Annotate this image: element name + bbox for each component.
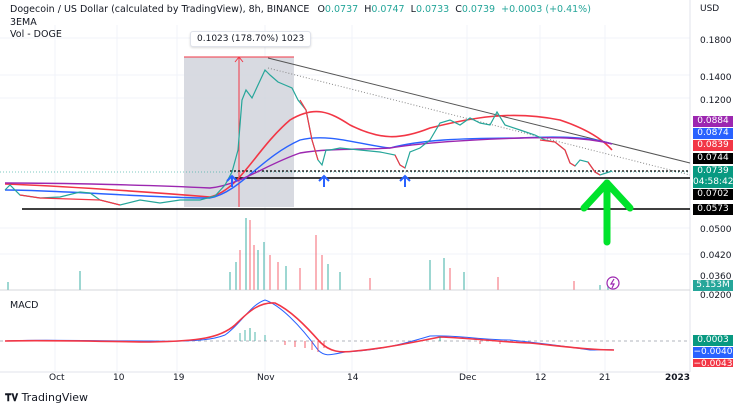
indicator-volume-legend[interactable]: Vol - DOGE: [10, 29, 62, 40]
time-tick: 10: [113, 373, 125, 383]
close-label: C: [455, 4, 462, 15]
price-tick: 0.0360: [700, 272, 732, 282]
time-tick: 12: [535, 373, 547, 383]
time-tick: 19: [173, 373, 185, 383]
low-value: 0.0733: [415, 4, 450, 15]
lightning-icon[interactable]: [606, 276, 620, 290]
low-support-price-tag: 0.0573: [693, 204, 733, 215]
ema-mid-price-tag: 0.0874: [693, 128, 733, 139]
support-price-tag: 0.0702: [693, 189, 733, 200]
symbol-legend: Dogecoin / US Dollar (calculated by Trad…: [10, 4, 591, 16]
price-tick: 0.0420: [700, 251, 732, 261]
time-tick: Dec: [459, 373, 477, 383]
macd-signal-tag: −0.0043: [693, 359, 733, 367]
tradingview-logo[interactable]: 𝐓𝐕 TradingView: [5, 391, 88, 404]
close-value: 0.0739: [461, 4, 496, 15]
price-tick: 0.1200: [700, 96, 732, 106]
time-tick: Oct: [49, 373, 65, 383]
time-tick: Nov: [257, 373, 275, 383]
macd-histogram-tag: 0.0003: [693, 335, 733, 346]
time-tick: 21: [599, 373, 611, 383]
ema-fast-price-tag: 0.0839: [693, 140, 733, 151]
price-tick: 0.0500: [700, 225, 732, 235]
bar-countdown: 04:58:42: [693, 177, 734, 187]
low-label: L: [410, 4, 416, 15]
macd-tick: 0.0200: [700, 291, 732, 301]
volume-tag: 5.153M: [693, 280, 733, 291]
open-label: O: [317, 4, 325, 15]
trendline-price-tag: 0.0744: [693, 153, 733, 164]
time-tick: 14: [347, 373, 359, 383]
symbol-title: Dogecoin / US Dollar (calculated by Trad…: [10, 4, 310, 15]
open-value: 0.0737: [324, 4, 359, 15]
last-price-value: 0.0739: [697, 166, 729, 176]
tradingview-logo-icon: 𝐓𝐕: [5, 393, 19, 404]
high-label: H: [364, 4, 372, 15]
price-tick: 0.1400: [700, 73, 732, 83]
currency-label[interactable]: USD: [700, 4, 720, 14]
last-price-tag: 0.0739 04:58:42: [693, 166, 733, 188]
measure-tooltip: 0.1023 (178.70%) 1023: [190, 31, 312, 47]
tradingview-brand: TradingView: [21, 391, 89, 404]
indicator-ema-legend[interactable]: 3EMA: [10, 17, 37, 28]
change-value: +0.0003 (+0.41%): [501, 4, 591, 15]
high-value: 0.0747: [371, 4, 405, 15]
time-tick: 2023: [665, 373, 691, 383]
ema-slow-price-tag: 0.0884: [693, 116, 733, 127]
price-tick: 0.1800: [700, 36, 732, 46]
macd-line-tag: −0.0040: [693, 347, 733, 358]
macd-legend[interactable]: MACD: [10, 300, 39, 311]
